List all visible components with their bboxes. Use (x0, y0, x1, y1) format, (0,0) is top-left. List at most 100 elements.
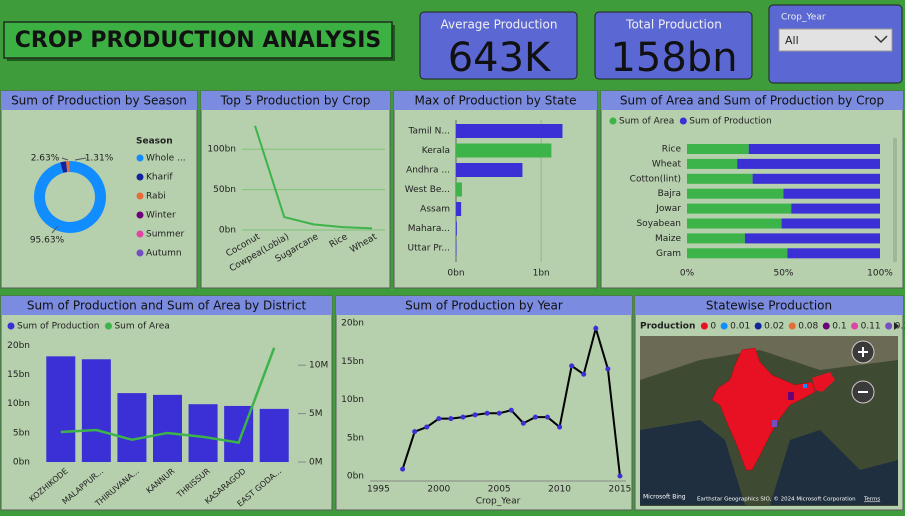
point (545, 414, 551, 420)
y-tick-label: West Be... (405, 185, 450, 195)
point (424, 424, 430, 430)
bar-segment (687, 173, 753, 184)
legend-label: Sum of Production (17, 322, 99, 332)
panel-header (394, 91, 597, 110)
panel-title: Sum of Area and Sum of Production by Cro… (620, 94, 884, 108)
point (436, 416, 442, 422)
legend-title: Production (640, 322, 695, 332)
panel-title: Sum of Production and Sum of Area by Dis… (27, 299, 307, 313)
map-state-region (711, 347, 816, 471)
legend-label: 0 (710, 322, 716, 332)
y-tick-label: Kerala (422, 146, 450, 156)
panel (393, 90, 598, 289)
map-state-region (812, 372, 835, 392)
y-tick-label: Maize (655, 234, 682, 244)
bar (456, 202, 462, 216)
dashboard-title: CROP PRODUCTION ANALYSIS (15, 28, 381, 53)
data-label: 95.63% (30, 236, 65, 246)
y-tick-label: Jowar (655, 204, 681, 214)
y-tick-label: Bajra (658, 189, 681, 199)
bar-segment (687, 158, 738, 169)
point (569, 363, 575, 369)
legend-next[interactable] (894, 322, 899, 330)
legend-label: 0.02 (764, 322, 784, 332)
legend-swatch (885, 322, 893, 330)
legend-label: Rabi (146, 192, 166, 202)
donut-slice (33, 161, 106, 234)
kpi-value: 643K (448, 35, 552, 81)
bar-segment (787, 248, 880, 259)
legend-label: Sum of Area (114, 322, 169, 332)
point (484, 410, 490, 416)
y-tick-label: Uttar Pr... (408, 244, 450, 254)
legend-label: Summer (146, 230, 184, 240)
bar-segment (791, 203, 880, 214)
map-terrain (640, 336, 898, 380)
x-tick-label: 2000 (427, 485, 450, 495)
legend-title: Season (136, 137, 173, 147)
y-tick-label: 0bn (347, 472, 364, 482)
bar-segment (687, 203, 792, 214)
y-tick-label: 100bn (207, 145, 236, 155)
bar-segment (748, 144, 880, 154)
point (448, 416, 454, 422)
panel-title: Sum of Production by Season (11, 94, 187, 108)
title-box (3, 21, 393, 59)
legend-label: Autumn (146, 249, 182, 259)
y-tick-label: 15bn (7, 370, 30, 380)
leader-line (74, 157, 87, 161)
x-tick-label: 1995 (367, 485, 390, 495)
series-line (254, 125, 373, 230)
x-tick-label: 50% (773, 269, 793, 279)
bar-segment (687, 218, 782, 229)
y-tick-label: 50bn (213, 185, 236, 195)
point (605, 366, 611, 372)
legend-label: 0.08 (798, 322, 818, 332)
dropdown-chevron[interactable] (874, 35, 888, 44)
filter-label: Crop_Year (781, 13, 826, 23)
panel-header (635, 296, 903, 315)
y2-tick-label: 10M (309, 361, 328, 371)
y2-tick-label: 5M (309, 409, 323, 419)
panel-title: Max of Production by State (415, 94, 577, 108)
map-logo: Microsoft Bing (643, 494, 686, 501)
bar (46, 356, 76, 462)
map-attribution: Earthstar Geographics SIO, © 2024 Micros… (697, 496, 856, 503)
bar-segment (687, 144, 749, 154)
scrollbar (893, 138, 897, 262)
legend-swatch (609, 117, 617, 125)
bar-segment (737, 158, 880, 169)
panel-title: Sum of Production by Year (405, 299, 563, 313)
bar-segment (783, 188, 880, 199)
map-terms[interactable]: Terms (863, 497, 880, 503)
point (532, 414, 538, 420)
x-axis-label: Crop_Year (476, 497, 521, 507)
legend-swatch (851, 322, 859, 330)
panel-title: Statewise Production (706, 299, 832, 313)
point (520, 420, 526, 426)
point (472, 412, 478, 418)
kpi-label: Total Production (625, 18, 722, 32)
donut-slice (66, 161, 70, 173)
data-label: 2.63% (31, 154, 60, 164)
x-tick-label: 100% (867, 269, 893, 279)
filter-dropdown[interactable] (778, 28, 893, 52)
donut-slice (69, 161, 70, 173)
series-line (60, 347, 276, 445)
legend-label: 0.12 (895, 322, 905, 332)
legend-swatch (136, 230, 144, 238)
bar-segment (687, 233, 745, 244)
point (412, 429, 418, 435)
legend-swatch (104, 322, 112, 330)
y-tick-label: Andhra ... (406, 166, 450, 176)
legend-swatch (136, 211, 144, 219)
legend-label: 0.01 (730, 322, 750, 332)
filter-value[interactable]: All (785, 34, 799, 47)
kpi-label: Average Production (441, 18, 558, 32)
point (508, 407, 514, 413)
legend-label: 0.1 (832, 322, 846, 332)
panel-header (1, 91, 197, 110)
y-tick-label: 20bn (341, 319, 364, 329)
y-tick-label: 0bn (219, 226, 236, 236)
